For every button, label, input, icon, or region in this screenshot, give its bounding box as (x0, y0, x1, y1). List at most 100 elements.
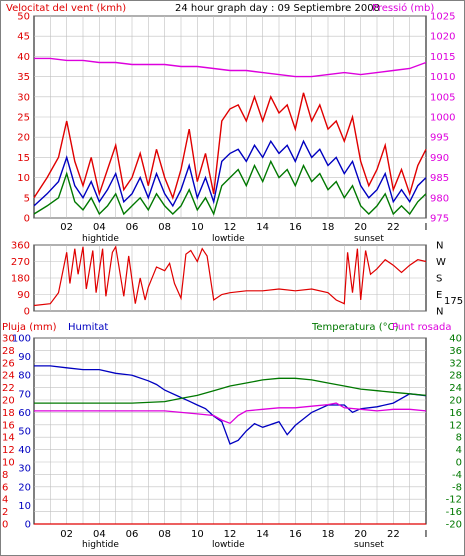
dewpoint-line (34, 402, 427, 425)
wind-right-label: Pressió (mb) (372, 2, 434, 14)
rain-tick: 20 (2, 396, 15, 407)
wind-left-tick: 40 (17, 52, 30, 63)
temperature-tick: 40 (449, 334, 462, 345)
rain-tick: 22 (2, 383, 15, 394)
chart-title: 24 hour graph day : 09 Septiembre 2008 (175, 3, 380, 14)
direction-compass-tick: S (436, 274, 442, 285)
pressure-right-tick: 1020 (430, 32, 455, 43)
x-axis-end-tick-bottom: I (425, 529, 428, 540)
temperature-label: Temperatura (°C) (311, 322, 399, 333)
x-axis-tick-top: 18 (322, 222, 335, 233)
lowtide-marker-bottom: lowtide (212, 540, 245, 550)
pressure-right-tick: 985 (430, 173, 449, 184)
x-axis-tick-bottom: 12 (224, 529, 237, 540)
rain-label: Pluja (mm) (2, 322, 57, 333)
humidity-tick: 50 (18, 427, 31, 438)
humidity-line (34, 365, 427, 445)
x-axis-tick-bottom: 06 (126, 529, 139, 540)
humidity-tick: 90 (18, 352, 31, 363)
rain-tick: 6 (2, 482, 8, 493)
temperature-tick: -12 (446, 495, 462, 506)
sunset-marker-bottom: sunset (354, 540, 384, 550)
wind-left-tick: 50 (17, 12, 30, 23)
rain-tick: 26 (2, 358, 15, 369)
x-axis-tick-bottom: 04 (93, 529, 106, 540)
x-axis-tick-top: 12 (224, 222, 237, 233)
rain-tick: 8 (2, 470, 8, 481)
x-axis-tick-bottom: 02 (60, 529, 73, 540)
pressure-right-tick: 1010 (430, 72, 455, 83)
direction-compass-tick: N (436, 307, 443, 318)
temperature-tick: 4 (456, 445, 462, 456)
temperature-tick: -8 (452, 482, 462, 493)
rain-tick: 4 (2, 495, 8, 506)
rain-tick: 0 (2, 520, 8, 531)
x-axis-tick-bottom: 18 (322, 529, 335, 540)
pressure-right-tick: 1015 (430, 52, 455, 63)
direction-compass-tick: W (436, 257, 446, 268)
wind-left-label: Velocitat del vent (kmh) (6, 3, 126, 14)
temperature-tick: -20 (446, 520, 462, 531)
temperature-tick: 24 (449, 383, 462, 394)
rain-tick: 18 (2, 408, 15, 419)
wind-left-tick: 45 (17, 32, 30, 43)
rain-tick: 14 (2, 433, 15, 444)
temperature-tick: 36 (449, 346, 462, 357)
x-axis-tick-bottom: 14 (256, 529, 269, 540)
humidity-tick: 60 (18, 408, 31, 419)
humidity-tick: 20 (18, 482, 31, 493)
wind-left-tick: 30 (17, 92, 30, 103)
wind-left-tick: 5 (24, 193, 30, 204)
humidity-tick: 40 (18, 445, 31, 456)
humidity-tick: 80 (18, 371, 31, 382)
pressure-right-tick: 975 (430, 214, 449, 225)
rain-tick: 12 (2, 445, 15, 456)
humidity-tick: 30 (18, 464, 31, 475)
direction-left-tick: 360 (11, 241, 30, 252)
x-axis-tick-top: 04 (93, 222, 106, 233)
x-axis-tick-bottom: 10 (191, 529, 204, 540)
humidity-label: Humitat (68, 322, 108, 333)
rain-tick: 10 (2, 458, 15, 469)
temperature-tick: 20 (449, 396, 462, 407)
sunset-marker-top: sunset (354, 234, 384, 244)
wind-direction-line (33, 245, 427, 307)
lowtide-marker-top: lowtide (212, 234, 245, 244)
temperature-tick: 8 (456, 433, 462, 444)
wind-left-tick: 15 (17, 153, 30, 164)
direction-left-tick: 180 (11, 274, 30, 285)
direction-left-tick: 90 (17, 290, 30, 301)
x-axis-tick-bottom: 08 (158, 529, 171, 540)
direction-compass-tick: N (436, 241, 443, 252)
pressure-right-tick: 990 (430, 153, 449, 164)
direction-extra-label: 175 (444, 296, 463, 307)
rain-tick: 16 (2, 420, 15, 431)
x-axis-tick-top: 22 (387, 222, 400, 233)
direction-left-tick: 270 (11, 257, 30, 268)
x-axis-tick-top: 14 (256, 222, 269, 233)
pressure-right-tick: 1000 (430, 113, 455, 124)
x-axis-tick-top: 10 (191, 222, 204, 233)
temperature-tick: 32 (449, 358, 462, 369)
rain-tick: 2 (2, 507, 8, 518)
x-axis-tick-bottom: 20 (354, 529, 367, 540)
rain-tick: 24 (2, 371, 15, 382)
pressure-right-tick: 980 (430, 193, 449, 204)
wind-left-tick: 10 (17, 173, 30, 184)
wind-left-tick: 25 (17, 113, 30, 124)
wind-low-line (33, 159, 427, 216)
humidity-tick: 10 (18, 501, 31, 512)
x-axis-tick-top: 08 (158, 222, 171, 233)
temperature-tick: 0 (456, 458, 462, 469)
pressure-right-tick: 1025 (430, 12, 455, 23)
temperature-line (34, 377, 427, 404)
x-axis-tick-bottom: 16 (289, 529, 302, 540)
pressure-line (34, 57, 427, 78)
x-axis-tick-top: 16 (289, 222, 302, 233)
rain-tick: 30 (2, 334, 15, 345)
humidity-tick: 70 (18, 389, 31, 400)
